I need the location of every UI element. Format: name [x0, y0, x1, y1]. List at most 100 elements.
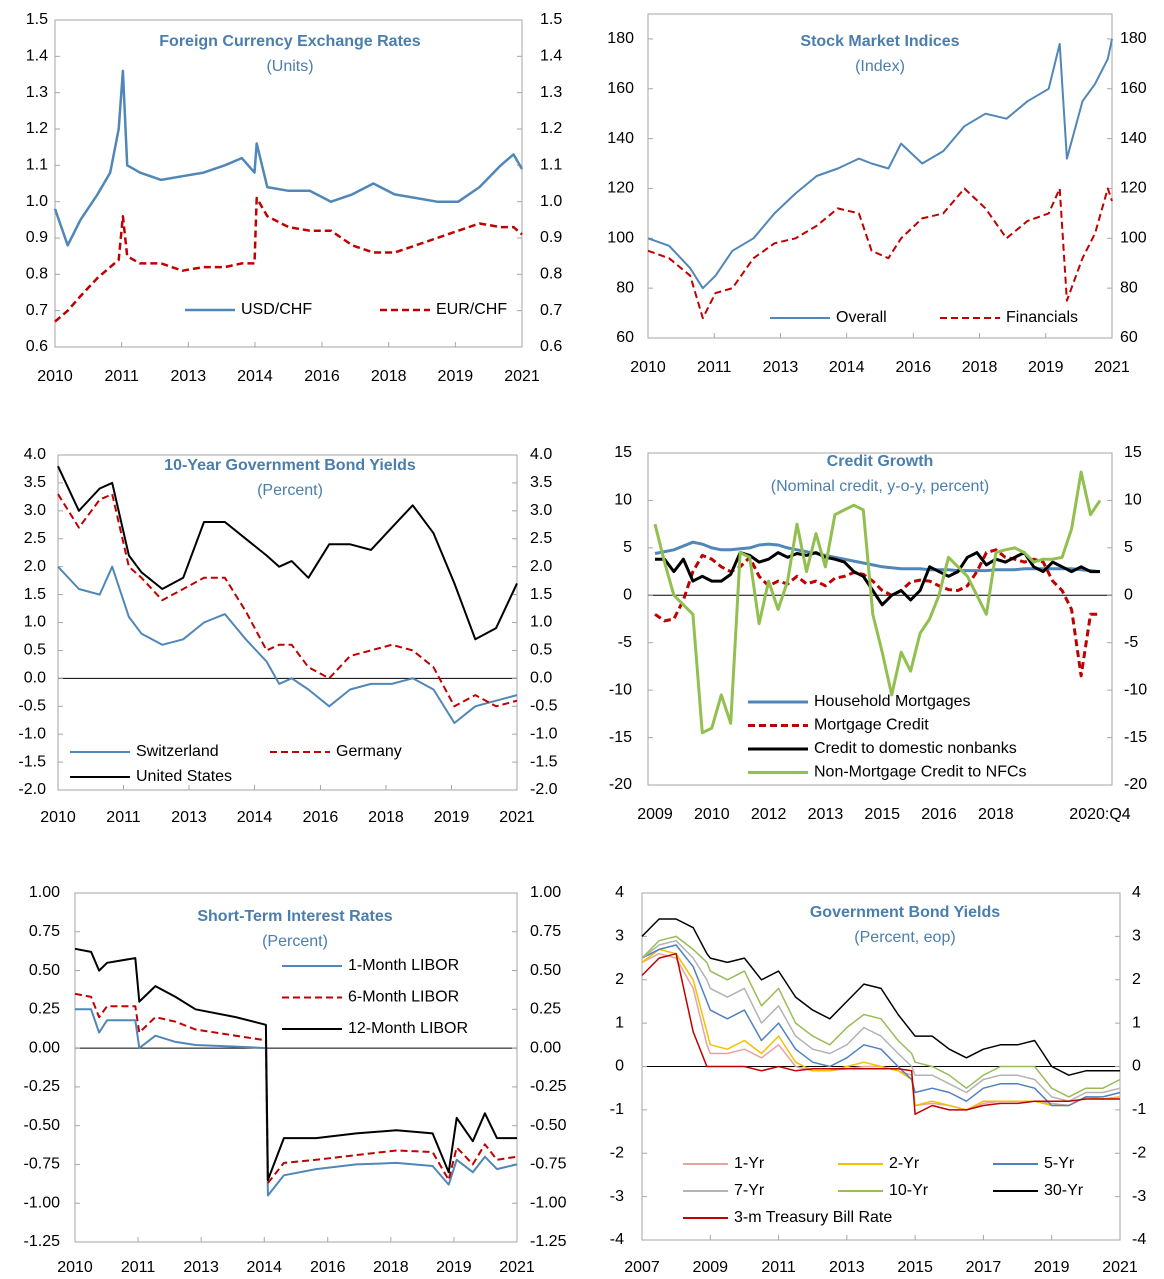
series-line — [653, 470, 1102, 735]
series-line — [57, 565, 518, 724]
y-tick-label: -0.50 — [24, 1117, 61, 1134]
x-tick-label: 2011 — [697, 359, 732, 376]
y-tick-label: -0.75 — [24, 1156, 61, 1173]
x-tick-label: 2010 — [57, 1259, 93, 1276]
chart-title: Government Bond Yields — [810, 904, 1000, 921]
y-tick-label: 80 — [616, 279, 634, 296]
y2-tick-label: -1.5 — [530, 753, 558, 770]
series-line — [654, 548, 1100, 678]
series-line — [647, 187, 1113, 320]
y-tick-label: 10 — [614, 492, 632, 509]
chart-subtitle: (Percent, eop) — [854, 929, 955, 946]
y-tick-label: 180 — [607, 30, 634, 47]
y2-tick-label: 1 — [1132, 1014, 1141, 1031]
x-tick-label: 2015 — [864, 806, 900, 823]
y2-tick-label: 1.00 — [530, 884, 561, 901]
legend-label: Credit to domestic nonbanks — [814, 740, 1017, 757]
y-tick-label: 1.5 — [24, 586, 46, 603]
x-tick-label: 2016 — [310, 1259, 346, 1276]
x-tick-label: 2013 — [829, 1259, 865, 1276]
chart-title: Foreign Currency Exchange Rates — [159, 33, 421, 50]
y-tick-label: 1 — [615, 1014, 624, 1031]
plot-frame — [57, 454, 518, 791]
y2-tick-label: 0.00 — [530, 1039, 561, 1056]
y-tick-label: 2 — [615, 971, 624, 988]
y2-tick-label: -20 — [1124, 776, 1147, 793]
y-tick-label: 0.75 — [29, 923, 60, 940]
plot-frame — [74, 892, 518, 1243]
y-tick-label: 2.5 — [24, 530, 46, 547]
legend-label: Overall — [836, 309, 887, 326]
x-tick-label: 2021 — [1102, 1259, 1138, 1276]
y-tick-label: 140 — [607, 130, 634, 147]
y2-tick-label: 1.1 — [540, 157, 562, 174]
y2-tick-label: -5 — [1124, 634, 1138, 651]
y2-tick-label: -1.00 — [530, 1194, 567, 1211]
y2-tick-label: 0.6 — [540, 338, 562, 355]
series-line — [641, 952, 1121, 1111]
series-line — [641, 939, 1121, 1102]
y-tick-label: 1.1 — [26, 157, 48, 174]
series-line — [53, 69, 524, 247]
y-tick-label: 1.0 — [24, 614, 46, 631]
y-tick-label: -0.25 — [24, 1078, 61, 1095]
x-tick-label: 2013 — [171, 368, 207, 385]
y2-tick-label: 180 — [1120, 30, 1147, 47]
y2-tick-label: 120 — [1120, 180, 1147, 197]
plot-frame — [54, 19, 523, 348]
y2-tick-label: 1.0 — [540, 193, 562, 210]
y2-tick-label: -1.25 — [530, 1233, 567, 1250]
x-tick-label: 2013 — [183, 1259, 219, 1276]
y-tick-label: 0.8 — [26, 266, 48, 283]
y2-tick-label: 1.5 — [540, 11, 562, 28]
y2-tick-label: 1.4 — [540, 48, 562, 65]
y2-tick-label: 0.0 — [530, 670, 552, 687]
x-tick-label: 2013 — [763, 359, 799, 376]
y-tick-label: 120 — [607, 180, 634, 197]
legend-label: 12-Month LIBOR — [348, 1020, 468, 1037]
x-tick-label: 2017 — [966, 1259, 1002, 1276]
y2-tick-label: 2.5 — [530, 530, 552, 547]
y-tick-label: -10 — [609, 681, 632, 698]
y-tick-label: -5 — [618, 634, 632, 651]
y2-tick-label: 0.75 — [530, 923, 561, 940]
y-tick-label: -1.5 — [18, 753, 46, 770]
legend-label: 3-m Treasury Bill Rate — [734, 1209, 892, 1226]
series-line — [74, 992, 518, 1185]
y-tick-label: 1.2 — [26, 120, 48, 137]
x-tick-label: 2019 — [1034, 1259, 1070, 1276]
y2-tick-label: -0.50 — [530, 1117, 567, 1134]
legend-label: Germany — [336, 743, 402, 760]
x-tick-label: 2014 — [237, 809, 273, 826]
y-tick-label: 100 — [607, 230, 634, 247]
y2-tick-label: 1.3 — [540, 84, 562, 101]
y2-tick-label: 0.25 — [530, 1001, 561, 1018]
legend-label: 1-Yr — [734, 1155, 765, 1172]
chart-title: Credit Growth — [827, 453, 934, 470]
legend-label: 30-Yr — [1044, 1182, 1084, 1199]
y-tick-label: 1.0 — [26, 193, 48, 210]
y-tick-label: -1.00 — [24, 1194, 61, 1211]
x-tick-label: 2021 — [499, 809, 535, 826]
plot-frame — [647, 452, 1113, 786]
chart-subtitle: (Units) — [266, 58, 313, 75]
x-tick-label: 2018 — [373, 1259, 409, 1276]
y2-tick-label: 4.0 — [530, 446, 552, 463]
x-tick-label: 2016 — [921, 806, 957, 823]
x-tick-label: 2011 — [106, 809, 141, 826]
y-tick-label: -20 — [609, 776, 632, 793]
y2-tick-label: 2 — [1132, 971, 1141, 988]
x-tick-label: 2016 — [896, 359, 932, 376]
y-tick-label: 0.00 — [29, 1039, 60, 1056]
y-tick-label: -2 — [610, 1144, 624, 1161]
y2-tick-label: 0.7 — [540, 302, 562, 319]
x-tick-label: 2019 — [438, 368, 474, 385]
legend-label: 1-Month LIBOR — [348, 957, 459, 974]
x-tick-label: 2015 — [897, 1259, 933, 1276]
legend-label: 2-Yr — [889, 1155, 920, 1172]
y2-tick-label: 0.5 — [530, 642, 552, 659]
x-tick-label: 2010 — [630, 359, 666, 376]
y-tick-label: -1.25 — [24, 1233, 61, 1250]
x-tick-label: 2018 — [371, 368, 407, 385]
